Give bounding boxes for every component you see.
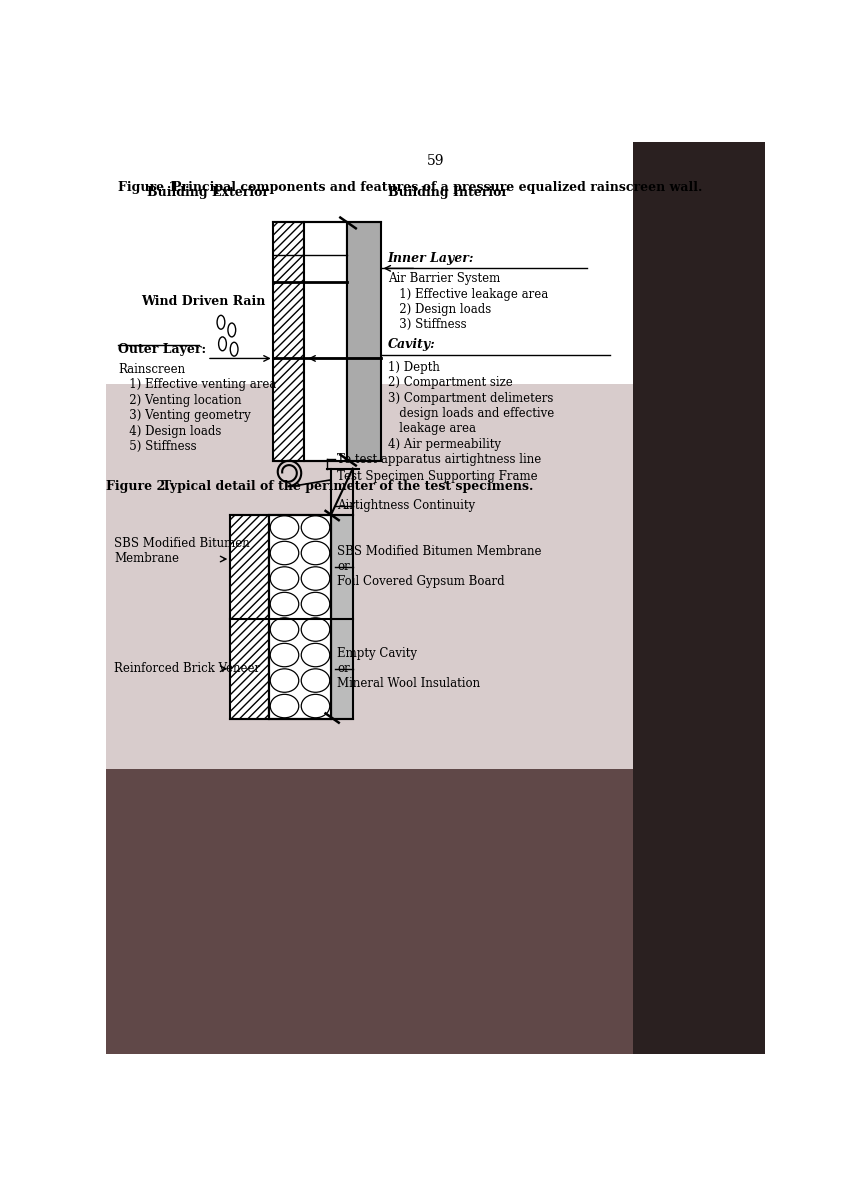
Bar <box>273 223 304 461</box>
Text: 3) Compartment delimeters: 3) Compartment delimeters <box>388 392 553 405</box>
Text: Wind Driven Rain: Wind Driven Rain <box>141 295 265 308</box>
Text: 1) Effective venting area: 1) Effective venting area <box>118 379 276 392</box>
Text: Building Exterior: Building Exterior <box>147 186 269 199</box>
Ellipse shape <box>301 592 330 616</box>
Text: 4) Air permeability: 4) Air permeability <box>388 438 501 451</box>
Ellipse shape <box>218 337 226 350</box>
Text: 3) Stiffness: 3) Stiffness <box>388 318 466 332</box>
Bar <box>347 223 382 461</box>
Ellipse shape <box>230 342 238 356</box>
Ellipse shape <box>301 567 330 591</box>
Text: Cavity:: Cavity: <box>388 337 435 350</box>
Ellipse shape <box>270 669 298 693</box>
Ellipse shape <box>270 516 298 539</box>
Ellipse shape <box>217 315 224 329</box>
Ellipse shape <box>301 643 330 667</box>
Text: 5) Stiffness: 5) Stiffness <box>118 440 196 453</box>
Text: 2) Compartment size: 2) Compartment size <box>388 377 513 390</box>
Text: Test Specimen Supporting Frame: Test Specimen Supporting Frame <box>337 470 538 483</box>
Ellipse shape <box>301 618 330 642</box>
Ellipse shape <box>270 592 298 616</box>
Text: leakage area: leakage area <box>388 423 475 436</box>
Ellipse shape <box>270 567 298 591</box>
Text: Empty Cavity
or
Mineral Wool Insulation: Empty Cavity or Mineral Wool Insulation <box>337 648 480 690</box>
Text: Airtightness Continuity: Airtightness Continuity <box>337 498 475 511</box>
Bar <box>331 515 353 719</box>
Text: Building Interior: Building Interior <box>388 186 507 199</box>
Text: Air Barrier System: Air Barrier System <box>388 272 500 285</box>
Bar <box>106 142 633 384</box>
Text: design loads and effective: design loads and effective <box>388 407 554 420</box>
Text: Figure 1.: Figure 1. <box>118 181 182 194</box>
Text: To test apparatus airtightness line: To test apparatus airtightness line <box>337 452 541 465</box>
Text: Outer Layer:: Outer Layer: <box>118 343 206 356</box>
Text: 3) Venting geometry: 3) Venting geometry <box>118 410 251 423</box>
Text: 4) Design loads: 4) Design loads <box>118 425 221 438</box>
Ellipse shape <box>301 669 330 693</box>
Bar <box>230 515 269 719</box>
Ellipse shape <box>301 694 330 718</box>
Text: SBS Modified Bitumen Membrane
or
Foil Covered Gypsum Board: SBS Modified Bitumen Membrane or Foil Co… <box>337 546 541 588</box>
Text: 1) Depth: 1) Depth <box>388 361 439 374</box>
Text: Reinforced Brick Veneer: Reinforced Brick Veneer <box>114 662 260 675</box>
Bar <box>106 384 633 1054</box>
Text: Principal components and features of a pressure equalized rainscreen wall.: Principal components and features of a p… <box>172 181 702 194</box>
Ellipse shape <box>270 618 298 642</box>
Ellipse shape <box>270 643 298 667</box>
Bar <box>304 223 347 461</box>
Bar <box>230 515 269 719</box>
Text: 1) Effective leakage area: 1) Effective leakage area <box>388 288 547 301</box>
Bar <box>269 515 331 719</box>
Bar <box>269 515 331 719</box>
Text: Rainscreen: Rainscreen <box>118 363 185 377</box>
Text: Inner Layer:: Inner Layer: <box>388 251 474 264</box>
Ellipse shape <box>270 694 298 718</box>
Ellipse shape <box>301 516 330 539</box>
Text: 2) Venting location: 2) Venting location <box>118 394 241 407</box>
Bar <box>106 768 633 1054</box>
Text: SBS Modified Bitumen
Membrane: SBS Modified Bitumen Membrane <box>114 538 250 565</box>
Ellipse shape <box>228 323 235 337</box>
Text: 59: 59 <box>427 154 445 168</box>
Bar <box>633 142 765 1054</box>
Text: 2) Design loads: 2) Design loads <box>388 303 490 316</box>
Bar <box>273 223 304 461</box>
Ellipse shape <box>270 541 298 565</box>
Bar <box>106 384 633 768</box>
Text: Figure 2.: Figure 2. <box>106 480 170 493</box>
Text: Typical detail of the perimeter of the test specimens.: Typical detail of the perimeter of the t… <box>162 480 534 493</box>
Ellipse shape <box>301 541 330 565</box>
